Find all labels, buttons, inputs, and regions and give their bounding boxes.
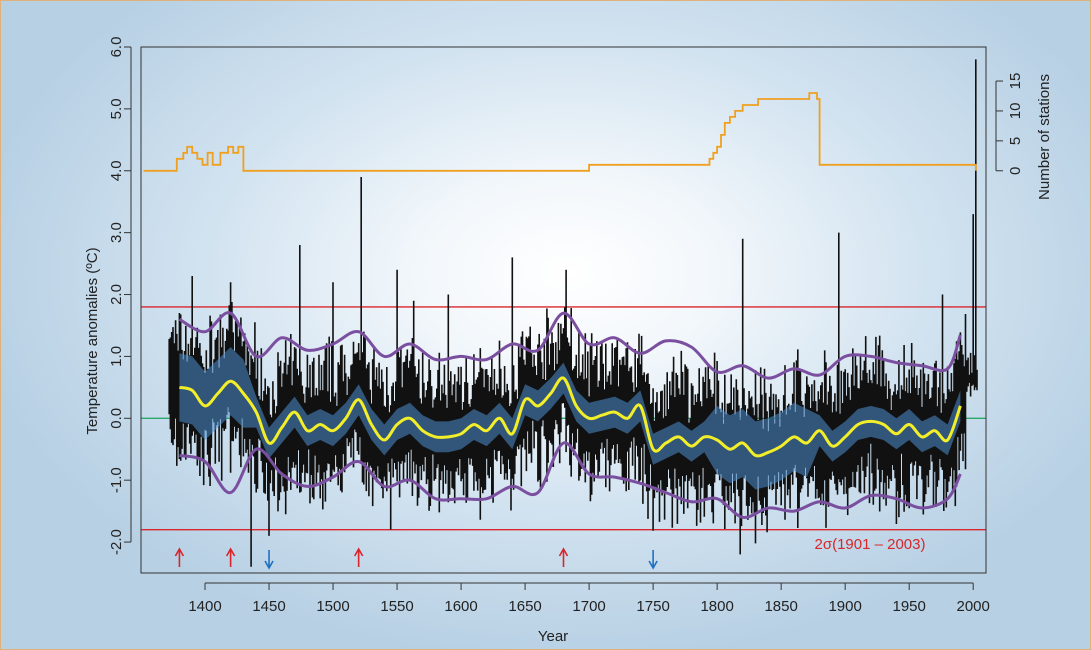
y2-axis-label: Number of stations xyxy=(1036,74,1053,200)
annual-series-line xyxy=(168,59,978,567)
x-tick-label: 1650 xyxy=(508,598,541,615)
y2-tick-label: 15 xyxy=(1007,73,1024,90)
y2-tick-label: 0 xyxy=(1007,167,1024,175)
cold-event-arrow xyxy=(264,550,274,570)
x-axis-label: Year xyxy=(538,628,568,645)
x-tick-label: 1600 xyxy=(444,598,477,615)
x-tick-label: 1800 xyxy=(700,598,733,615)
x-tick-label: 1400 xyxy=(188,598,221,615)
x-tick-label: 1450 xyxy=(252,598,285,615)
y-tick-label: -2.0 xyxy=(108,529,125,555)
x-tick-label: 1750 xyxy=(636,598,669,615)
arrow-head xyxy=(174,547,185,557)
x-tick-label: 2000 xyxy=(957,598,990,615)
arrow-head xyxy=(648,560,658,570)
arrow-head xyxy=(353,547,364,557)
upper-envelope-line xyxy=(178,311,962,380)
y-tick-label: 2.0 xyxy=(108,284,125,305)
warm-event-arrow xyxy=(174,547,185,567)
lower-envelope-line xyxy=(179,441,962,519)
x-tick-label: 1900 xyxy=(828,598,861,615)
arrow-head xyxy=(225,547,236,557)
x-tick-label: 1850 xyxy=(764,598,797,615)
x-tick-label: 1700 xyxy=(572,598,605,615)
y-tick-label: 3.0 xyxy=(108,222,125,243)
y-tick-label: 6.0 xyxy=(108,37,125,58)
x-tick-label: 1550 xyxy=(380,598,413,615)
smoothed-series-line xyxy=(179,376,962,458)
arrow-head xyxy=(264,560,274,570)
y2-tick-label: 5 xyxy=(1007,137,1024,145)
plot-frame xyxy=(140,46,987,574)
y-tick-label: 5.0 xyxy=(108,98,125,119)
warm-event-arrow xyxy=(558,547,569,567)
warm-event-arrow xyxy=(353,547,364,567)
y-tick-label: -1.0 xyxy=(108,467,125,493)
cold-event-arrow xyxy=(648,550,658,570)
y-tick-label: 4.0 xyxy=(108,160,125,181)
y-axis-label: Temperature anomalies (ºC) xyxy=(84,247,101,434)
y-tick-label: 0.0 xyxy=(108,408,125,429)
y2-tick-label: 10 xyxy=(1007,103,1024,120)
x-tick-label: 1500 xyxy=(316,598,349,615)
two-sigma-annotation: 2σ(1901 – 2003) xyxy=(814,536,925,553)
x-tick-label: 1950 xyxy=(892,598,925,615)
y-tick-label: 1.0 xyxy=(108,346,125,367)
number-of-stations-line xyxy=(143,92,977,172)
warm-event-arrow xyxy=(225,547,236,567)
arrow-head xyxy=(558,547,569,557)
